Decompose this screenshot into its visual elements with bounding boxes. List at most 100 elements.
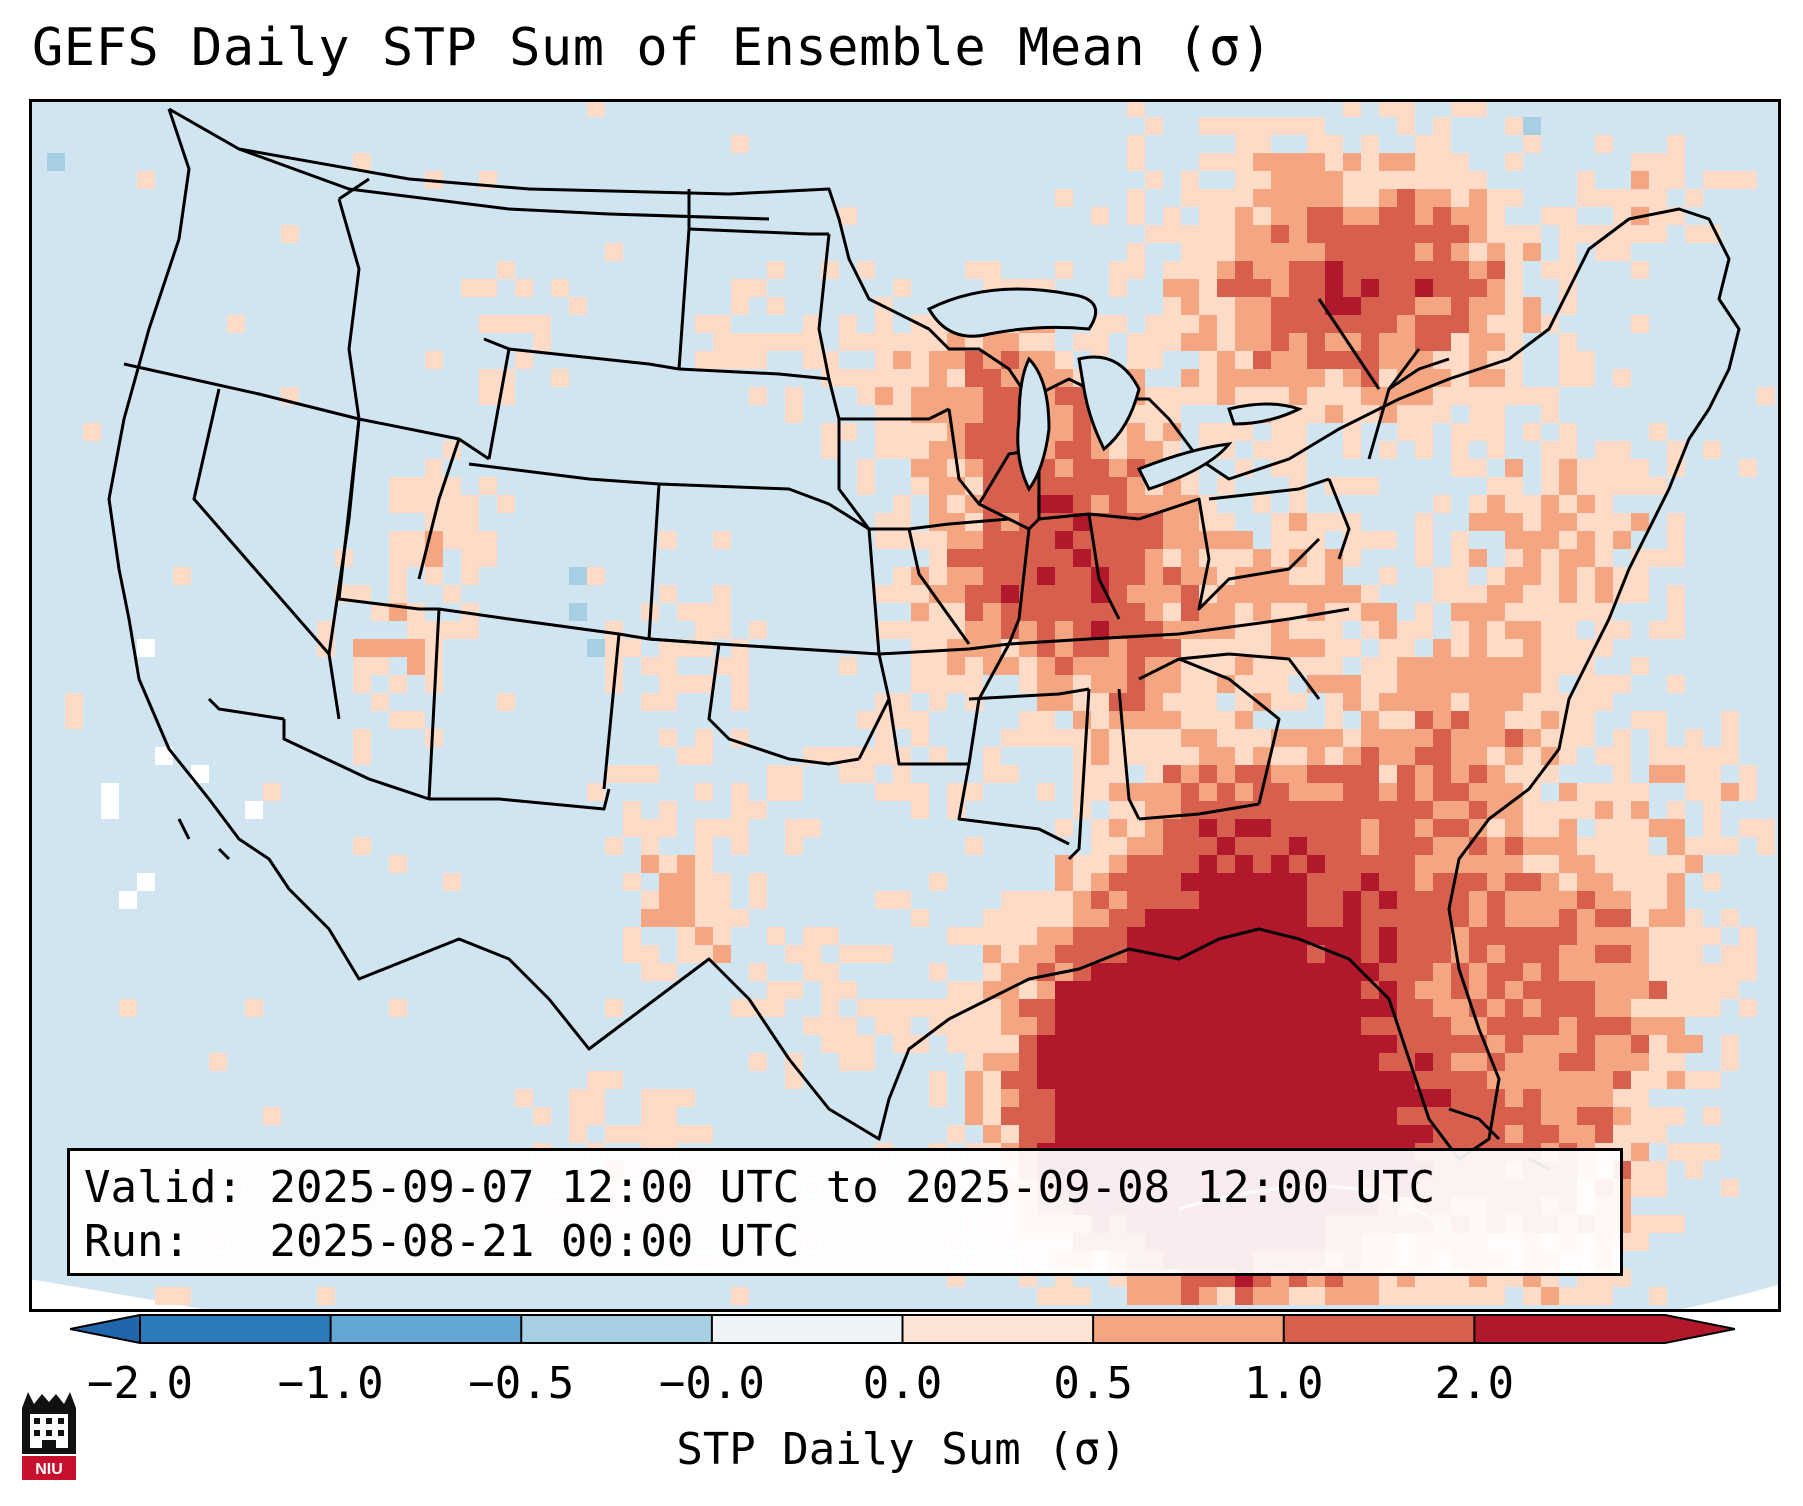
grid-cell — [1361, 585, 1379, 603]
grid-cell — [695, 351, 713, 369]
grid-cell — [911, 603, 929, 621]
grid-cell — [1577, 873, 1595, 891]
grid-cell — [1703, 801, 1721, 819]
grid-cell — [1037, 639, 1055, 657]
grid-cell — [1451, 279, 1469, 297]
grid-cell — [425, 729, 443, 747]
grid-cell — [1685, 837, 1703, 855]
grid-cell — [1595, 801, 1613, 819]
grid-cell — [479, 477, 497, 495]
colorbar-tick-label: −0.0 — [658, 1358, 765, 1409]
grid-cell — [947, 927, 965, 945]
grid-cell — [1307, 387, 1325, 405]
grid-cell — [1361, 351, 1379, 369]
grid-cell — [1559, 855, 1577, 873]
grid-cell — [1577, 513, 1595, 531]
grid-cell — [1199, 729, 1217, 747]
grid-cell — [1487, 765, 1505, 783]
grid-cell — [1379, 603, 1397, 621]
grid-cell — [1109, 1125, 1127, 1143]
grid-cell — [407, 603, 425, 621]
grid-cell — [1307, 1089, 1325, 1107]
grid-cell — [1289, 495, 1307, 513]
grid-cell — [1451, 225, 1469, 243]
grid-cell — [1595, 441, 1613, 459]
grid-cell — [1361, 783, 1379, 801]
grid-cell — [713, 333, 731, 351]
grid-cell — [1595, 1089, 1613, 1107]
grid-cell — [1199, 423, 1217, 441]
grid-cell — [929, 873, 947, 891]
grid-cell — [659, 675, 677, 693]
grid-cell — [1091, 639, 1109, 657]
grid-cell — [425, 549, 443, 567]
grid-cell — [1271, 117, 1289, 135]
grid-cell — [1415, 513, 1433, 531]
grid-cell — [1145, 567, 1163, 585]
grid-cell — [911, 441, 929, 459]
grid-cell — [857, 1053, 875, 1071]
grid-cell — [1271, 855, 1289, 873]
grid-cell — [1361, 207, 1379, 225]
grid-cell — [1055, 477, 1073, 495]
grid-cell — [1487, 441, 1505, 459]
grid-cell — [1073, 441, 1091, 459]
grid-cell — [1343, 1017, 1361, 1035]
grid-cell — [1091, 837, 1109, 855]
grid-cell — [1451, 1287, 1469, 1305]
grid-cell — [1451, 333, 1469, 351]
grid-cell — [1379, 1053, 1397, 1071]
grid-cell — [443, 585, 461, 603]
grid-cell — [1649, 747, 1667, 765]
grid-cell — [1397, 153, 1415, 171]
grid-cell — [1019, 1035, 1037, 1053]
grid-cell — [1595, 549, 1613, 567]
grid-cell — [1127, 711, 1145, 729]
grid-cell — [1019, 549, 1037, 567]
colorbar-tick-label: 0.5 — [1053, 1358, 1133, 1409]
grid-cell — [1487, 279, 1505, 297]
grid-cell — [1271, 423, 1289, 441]
grid-cell — [965, 369, 983, 387]
grid-cell — [1397, 747, 1415, 765]
grid-cell — [1595, 243, 1613, 261]
grid-cell — [1343, 999, 1361, 1017]
grid-cell — [875, 333, 893, 351]
grid-cell — [1631, 909, 1649, 927]
grid-cell — [1217, 1287, 1235, 1305]
grid-cell — [1181, 1287, 1199, 1305]
grid-cell — [1433, 243, 1451, 261]
grid-cell — [1649, 1107, 1667, 1125]
grid-cell — [1379, 351, 1397, 369]
grid-cell — [929, 369, 947, 387]
grid-cell — [1433, 873, 1451, 891]
grid-cell — [1631, 459, 1649, 477]
grid-cell — [1379, 927, 1397, 945]
grid-cell — [1019, 729, 1037, 747]
grid-cell — [1001, 351, 1019, 369]
us-outline — [107, 107, 1741, 1161]
grid-cell — [1703, 765, 1721, 783]
grid-cell — [1235, 801, 1253, 819]
grid-cell — [1217, 1071, 1235, 1089]
grid-cell — [623, 1125, 641, 1143]
grid-cell — [1451, 819, 1469, 837]
grid-cell — [1523, 765, 1541, 783]
grid-cell — [1235, 243, 1253, 261]
grid-cell — [1613, 1017, 1631, 1035]
grid-cell — [1451, 1017, 1469, 1035]
grid-cell — [1181, 909, 1199, 927]
grid-cell — [1505, 981, 1523, 999]
grid-cell — [713, 927, 731, 945]
grid-cell — [155, 747, 173, 765]
grid-cell — [1055, 603, 1073, 621]
grid-cell — [929, 999, 947, 1017]
grid-cell — [1181, 279, 1199, 297]
niu-logo-text: NIU — [35, 1461, 63, 1478]
grid-cell — [1343, 585, 1361, 603]
grid-cell — [1523, 711, 1541, 729]
grid-cell — [1361, 675, 1379, 693]
grid-cell — [1325, 981, 1343, 999]
grid-cell — [1415, 1287, 1433, 1305]
grid-cell — [1685, 1035, 1703, 1053]
